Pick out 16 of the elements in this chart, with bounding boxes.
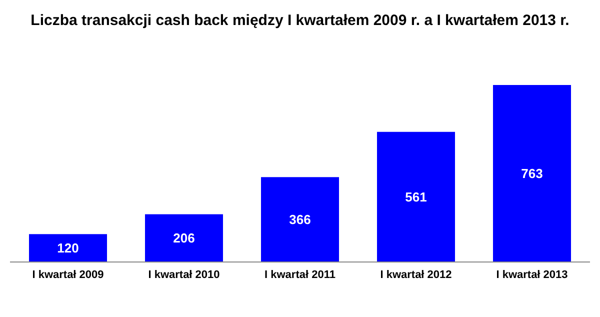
data-label: 366 <box>289 212 311 228</box>
data-label: 561 <box>405 190 427 205</box>
bar <box>29 234 107 262</box>
x-tick-label: I kwartał 2009 <box>32 268 104 281</box>
bar <box>145 214 223 262</box>
data-label: 206 <box>173 230 195 246</box>
x-tick-label: I kwartał 2011 <box>264 268 336 281</box>
bar <box>493 85 571 262</box>
x-tick-label: I kwartał 2013 <box>496 268 568 281</box>
bar <box>377 132 455 262</box>
x-tick-label: I kwartał 2012 <box>380 268 452 281</box>
data-label: 120 <box>57 240 79 256</box>
bar <box>261 177 339 262</box>
x-tick-label: I kwartał 2010 <box>148 268 220 281</box>
data-label: 763 <box>521 166 543 182</box>
chart-title: Liczba transakcji cash back między I kwartałem 2009 r. a I kwartałem 2013 r. <box>30 12 570 29</box>
